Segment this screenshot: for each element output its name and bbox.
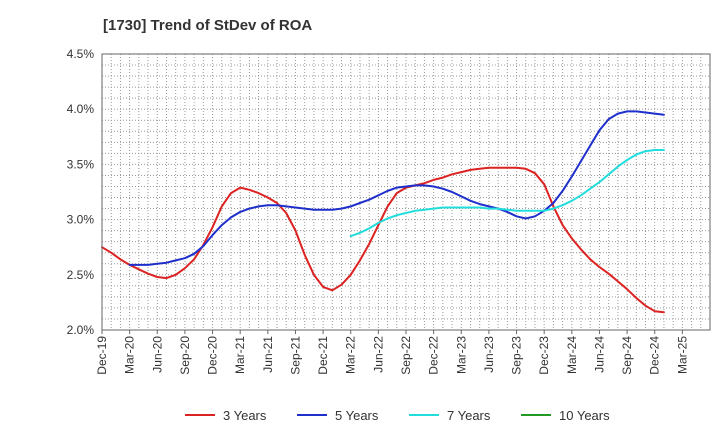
x-tick-label: Jun-24 bbox=[592, 336, 606, 373]
y-tick-label: 3.0% bbox=[67, 213, 95, 227]
x-tick-label: Sep-20 bbox=[178, 336, 192, 375]
y-tick-label: 3.5% bbox=[67, 157, 95, 171]
x-tick-label: Sep-21 bbox=[288, 336, 302, 375]
x-tick-label: Mar-23 bbox=[454, 336, 468, 374]
x-tick-label: Jun-20 bbox=[150, 336, 164, 373]
legend: 3 Years 5 Years 7 Years 10 Years bbox=[185, 408, 610, 423]
x-tick-label: Dec-22 bbox=[427, 336, 441, 375]
y-axis: 2.0% 2.5% 3.0% 3.5% 4.0% 4.5% bbox=[67, 47, 95, 337]
legend-label: 7 Years bbox=[447, 408, 491, 423]
x-tick-label: Jun-22 bbox=[371, 336, 385, 373]
x-tick-label: Dec-21 bbox=[316, 336, 330, 375]
x-tick-label: Jun-21 bbox=[261, 336, 275, 373]
x-tick-label: Mar-22 bbox=[344, 336, 358, 374]
y-tick-label: 4.5% bbox=[67, 47, 95, 61]
x-tick-label: Sep-24 bbox=[620, 336, 634, 375]
x-tick-label: Jun-23 bbox=[482, 336, 496, 373]
legend-label: 5 Years bbox=[335, 408, 379, 423]
legend-label: 3 Years bbox=[223, 408, 267, 423]
y-tick-label: 2.0% bbox=[67, 323, 95, 337]
x-tick-label: Dec-23 bbox=[537, 336, 551, 375]
grid bbox=[102, 54, 710, 330]
x-tick-label: Dec-20 bbox=[206, 336, 220, 375]
chart-title: [1730] Trend of StDev of ROA bbox=[103, 17, 312, 34]
series-line-3-years bbox=[101, 166, 665, 314]
y-tick-label: 2.5% bbox=[67, 268, 95, 282]
x-tick-label: Mar-25 bbox=[675, 336, 689, 374]
x-tick-label: Mar-24 bbox=[565, 336, 579, 374]
x-tick-label: Sep-22 bbox=[399, 336, 413, 375]
x-axis: Dec-19 Mar-20 Jun-20 Sep-20 Dec-20 Mar-21 Jun-… bbox=[95, 330, 689, 375]
x-tick-label: Dec-24 bbox=[648, 336, 662, 375]
legend-label: 10 Years bbox=[559, 408, 610, 423]
plot-frame bbox=[101, 53, 711, 331]
x-tick-label: Sep-23 bbox=[510, 336, 524, 375]
x-tick-label: Mar-21 bbox=[233, 336, 247, 374]
x-tick-label: Mar-20 bbox=[123, 336, 137, 374]
series-lines bbox=[101, 110, 665, 314]
y-tick-label: 4.0% bbox=[67, 102, 95, 116]
series-line-5-years bbox=[128, 110, 665, 266]
x-tick-label: Dec-19 bbox=[95, 336, 109, 375]
series-line-7-years bbox=[349, 149, 665, 238]
